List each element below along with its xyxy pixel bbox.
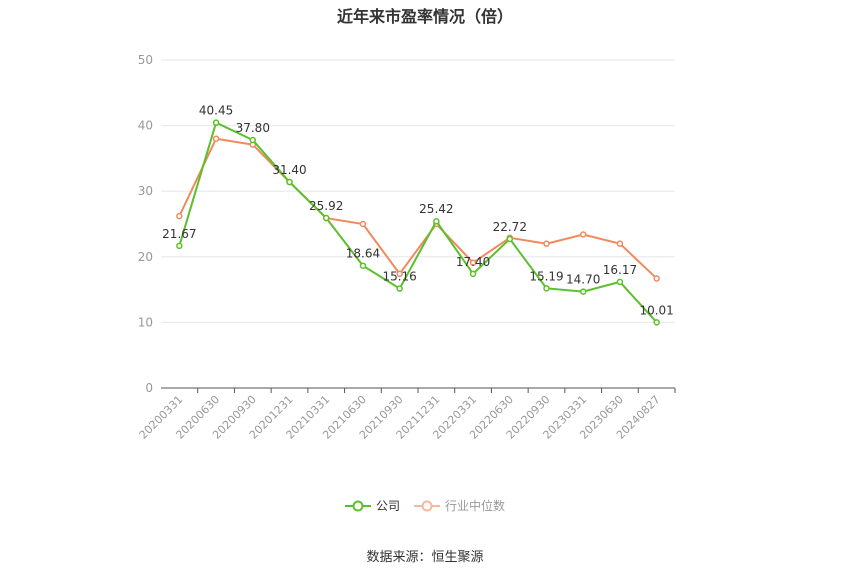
- data-label: 40.45: [199, 104, 233, 118]
- series-industry-median: [176, 135, 660, 282]
- data-point[interactable]: [543, 240, 550, 247]
- legend-company-icon: [344, 500, 371, 511]
- data-label: 37.80: [236, 121, 270, 135]
- data-point[interactable]: [653, 275, 660, 282]
- data-point[interactable]: [616, 278, 624, 286]
- data-point[interactable]: [212, 135, 220, 142]
- data-label: 15.16: [382, 270, 416, 284]
- data-point[interactable]: [433, 217, 440, 225]
- data-label: 16.17: [603, 263, 637, 277]
- data-label: 22.72: [493, 220, 527, 234]
- x-axis: 2020033120200630202009302020123120210331…: [137, 387, 676, 442]
- data-point[interactable]: [396, 270, 403, 278]
- data-point[interactable]: [176, 212, 183, 220]
- data-point[interactable]: [616, 240, 624, 247]
- series-company: [176, 119, 660, 326]
- legend-industry-label: 行业中位数: [445, 499, 506, 513]
- data-point[interactable]: [359, 262, 367, 269]
- data-label: 31.40: [272, 163, 306, 177]
- y-tick-label: 30: [138, 184, 153, 198]
- chart-title: 近年来市盈率情况（倍）: [336, 7, 513, 26]
- legend-item-company[interactable]: 公司: [344, 497, 400, 514]
- data-point[interactable]: [322, 214, 330, 222]
- y-tick-label: 50: [138, 53, 153, 67]
- data-label: 18.64: [346, 247, 380, 261]
- legend-industry-icon: [414, 500, 440, 511]
- data-point[interactable]: [212, 119, 220, 126]
- data-point[interactable]: [469, 270, 477, 278]
- data-point[interactable]: [506, 235, 514, 243]
- legend: 公司 行业中位数: [0, 497, 850, 514]
- y-tick-label: 40: [138, 119, 153, 133]
- data-label: 25.92: [309, 199, 343, 213]
- data-point[interactable]: [543, 285, 550, 292]
- data-label: 21.67: [162, 227, 196, 241]
- data-point[interactable]: [249, 136, 257, 144]
- legend-company-label: 公司: [375, 499, 400, 513]
- data-point[interactable]: [579, 231, 587, 238]
- y-axis-ticks: 0 10 20 30 40 50: [138, 53, 153, 395]
- data-label: 17.40: [456, 255, 490, 269]
- y-tick-label: 10: [138, 315, 153, 329]
- data-label: 10.01: [639, 303, 673, 317]
- data-point[interactable]: [653, 319, 660, 326]
- data-label: 14.70: [566, 273, 600, 287]
- data-source: 数据来源：恒生聚源: [366, 550, 484, 565]
- data-label: 25.42: [419, 202, 453, 216]
- data-label: 15.19: [529, 269, 563, 283]
- y-tick-label: 20: [138, 250, 153, 264]
- data-point[interactable]: [469, 259, 477, 266]
- data-point[interactable]: [176, 242, 183, 250]
- data-point[interactable]: [579, 288, 587, 295]
- data-point[interactable]: [359, 220, 367, 228]
- data-point[interactable]: [396, 285, 403, 292]
- data-point[interactable]: [286, 178, 293, 186]
- legend-item-industry[interactable]: 行业中位数: [414, 497, 505, 514]
- y-tick-label: 0: [145, 381, 153, 395]
